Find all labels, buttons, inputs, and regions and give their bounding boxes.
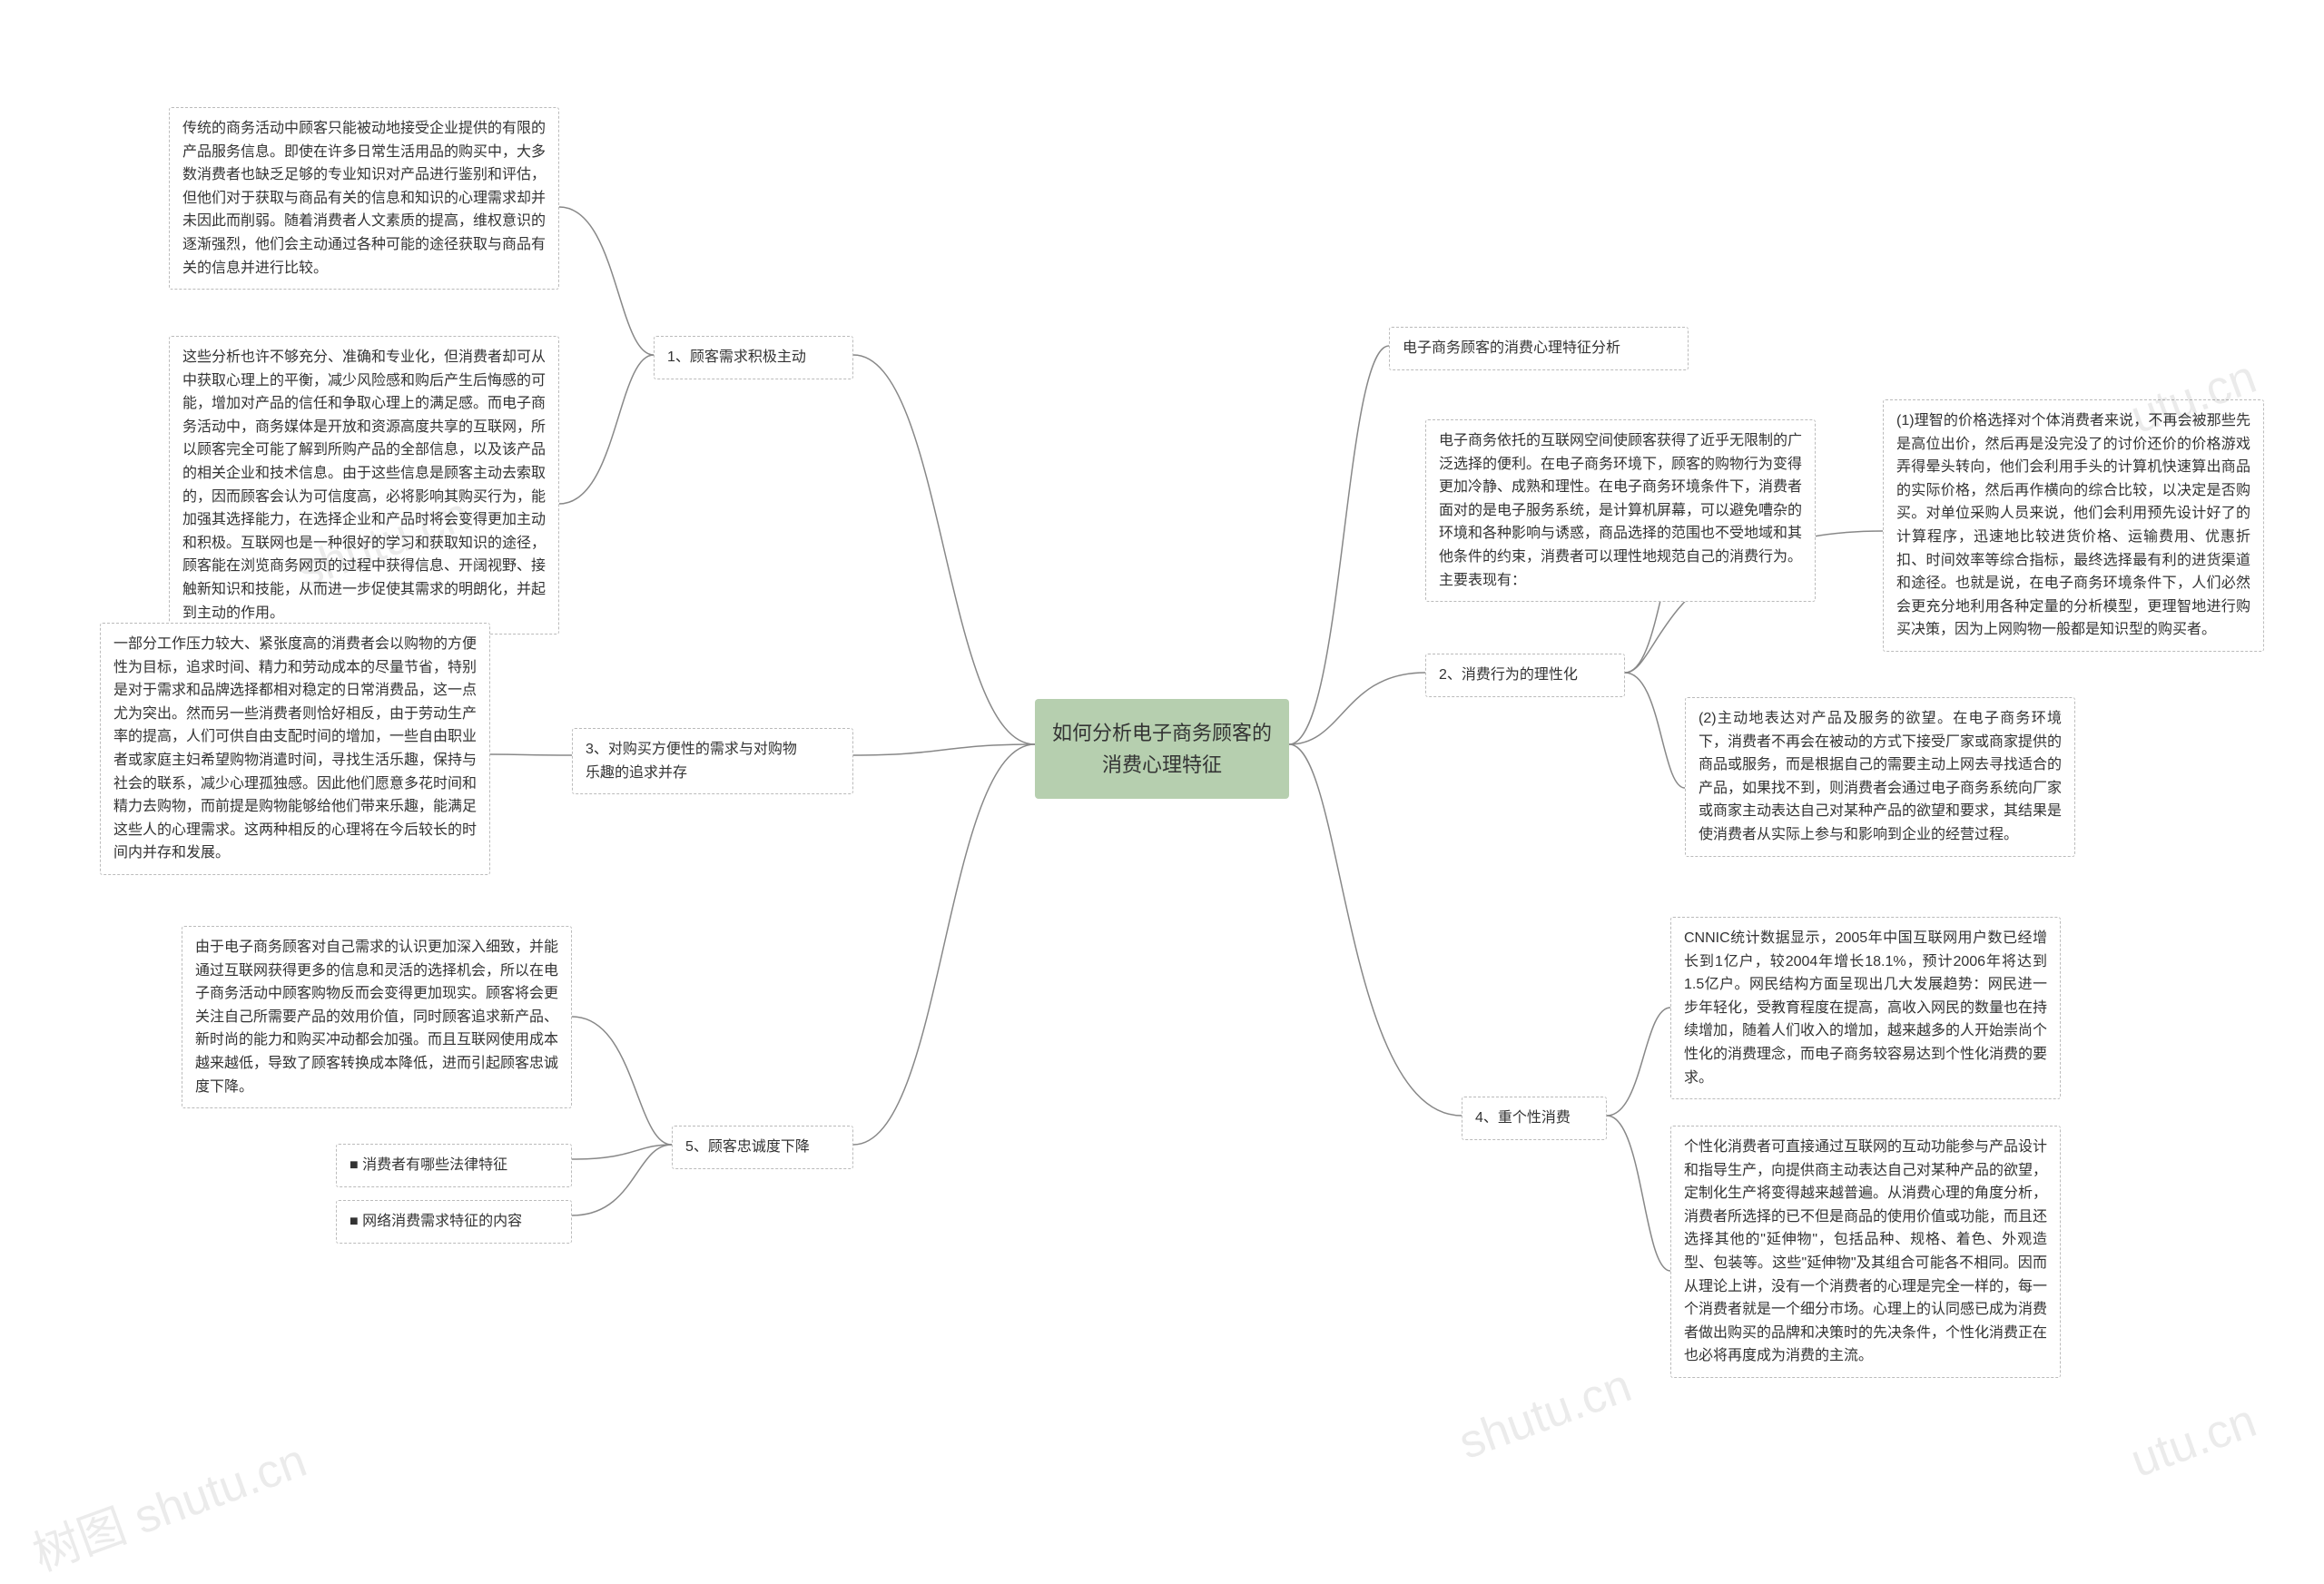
right-detail-1-0: (1)理智的价格选择对个体消费者来说，不再会被那些先是高位出价，然后再是没完没了… [1883,399,2264,652]
connector-16 [1607,1008,1670,1116]
connector-3 [1289,346,1389,744]
left-branch-2: 5、顾客忠诚度下降 [672,1126,853,1169]
connector-8 [490,754,572,755]
right-branch-0: 电子商务顾客的消费心理特征分析 [1389,327,1689,370]
right-pre-1-0: 电子商务依托的互联网空间使顾客获得了近乎无限制的广泛选择的便利。在电子商务环境下… [1425,419,1816,602]
left-branch-0: 1、顾客需求积极主动 [654,336,853,379]
connector-10 [572,1145,672,1159]
left-detail-1-0: 一部分工作压力较大、紧张度高的消费者会以购物的方便性为目标，追求时间、精力和劳动… [100,623,490,875]
connector-9 [572,1017,672,1145]
left-sub-2-1: ■ 网络消费需求特征的内容 [336,1200,572,1244]
connector-1 [853,744,1035,755]
connector-7 [559,355,654,504]
connector-5 [1289,744,1462,1116]
right-branch-1: 2、消费行为的理性化 [1425,654,1625,697]
right-detail-2-0: CNNIC统计数据显示，2005年中国互联网用户数已经增长到1亿户，较2004年… [1670,917,2061,1099]
watermark-2: shutu.cn [1452,1358,1638,1471]
left-detail-0-0: 传统的商务活动中顾客只能被动地接受企业提供的有限的产品服务信息。即使在许多日常生… [169,107,559,290]
right-branch-2: 4、重个性消费 [1462,1097,1607,1140]
connector-15 [1625,673,1685,788]
left-branch-1: 3、对购买方便性的需求与对购物乐趣的追求并存 [572,728,853,794]
watermark-4: utu.cn [2123,1393,2263,1489]
right-detail-1-1: (2)主动地表达对产品及服务的欲望。在电子商务环境下，消费者不再会在被动的方式下… [1685,697,2075,857]
mindmap-canvas: 如何分析电子商务顾客的消费心理特征 1、顾客需求积极主动 传统的商务活动中顾客只能… [0,0,2324,1523]
watermark-0: 树图 shutu.cn [22,1422,314,1584]
left-detail-2-0: 由于电子商务顾客对自己需求的认识更加深入细致，并能通过互联网获得更多的信息和灵活… [182,926,572,1108]
connector-6 [559,207,654,355]
connector-0 [853,355,1035,744]
right-detail-2-1: 个性化消费者可直接通过互联网的互动功能参与产品设计和指导生产，向提供商主动表达自… [1670,1126,2061,1378]
left-detail-0-1: 这些分析也许不够充分、准确和专业化，但消费者却可从中获取心理上的平衡，减少风险感… [169,336,559,635]
connector-11 [572,1145,672,1215]
connector-2 [853,744,1035,1145]
connector-17 [1607,1116,1670,1271]
connector-4 [1289,673,1425,744]
left-sub-2-0: ■ 消费者有哪些法律特征 [336,1144,572,1187]
center-node: 如何分析电子商务顾客的消费心理特征 [1035,699,1289,799]
